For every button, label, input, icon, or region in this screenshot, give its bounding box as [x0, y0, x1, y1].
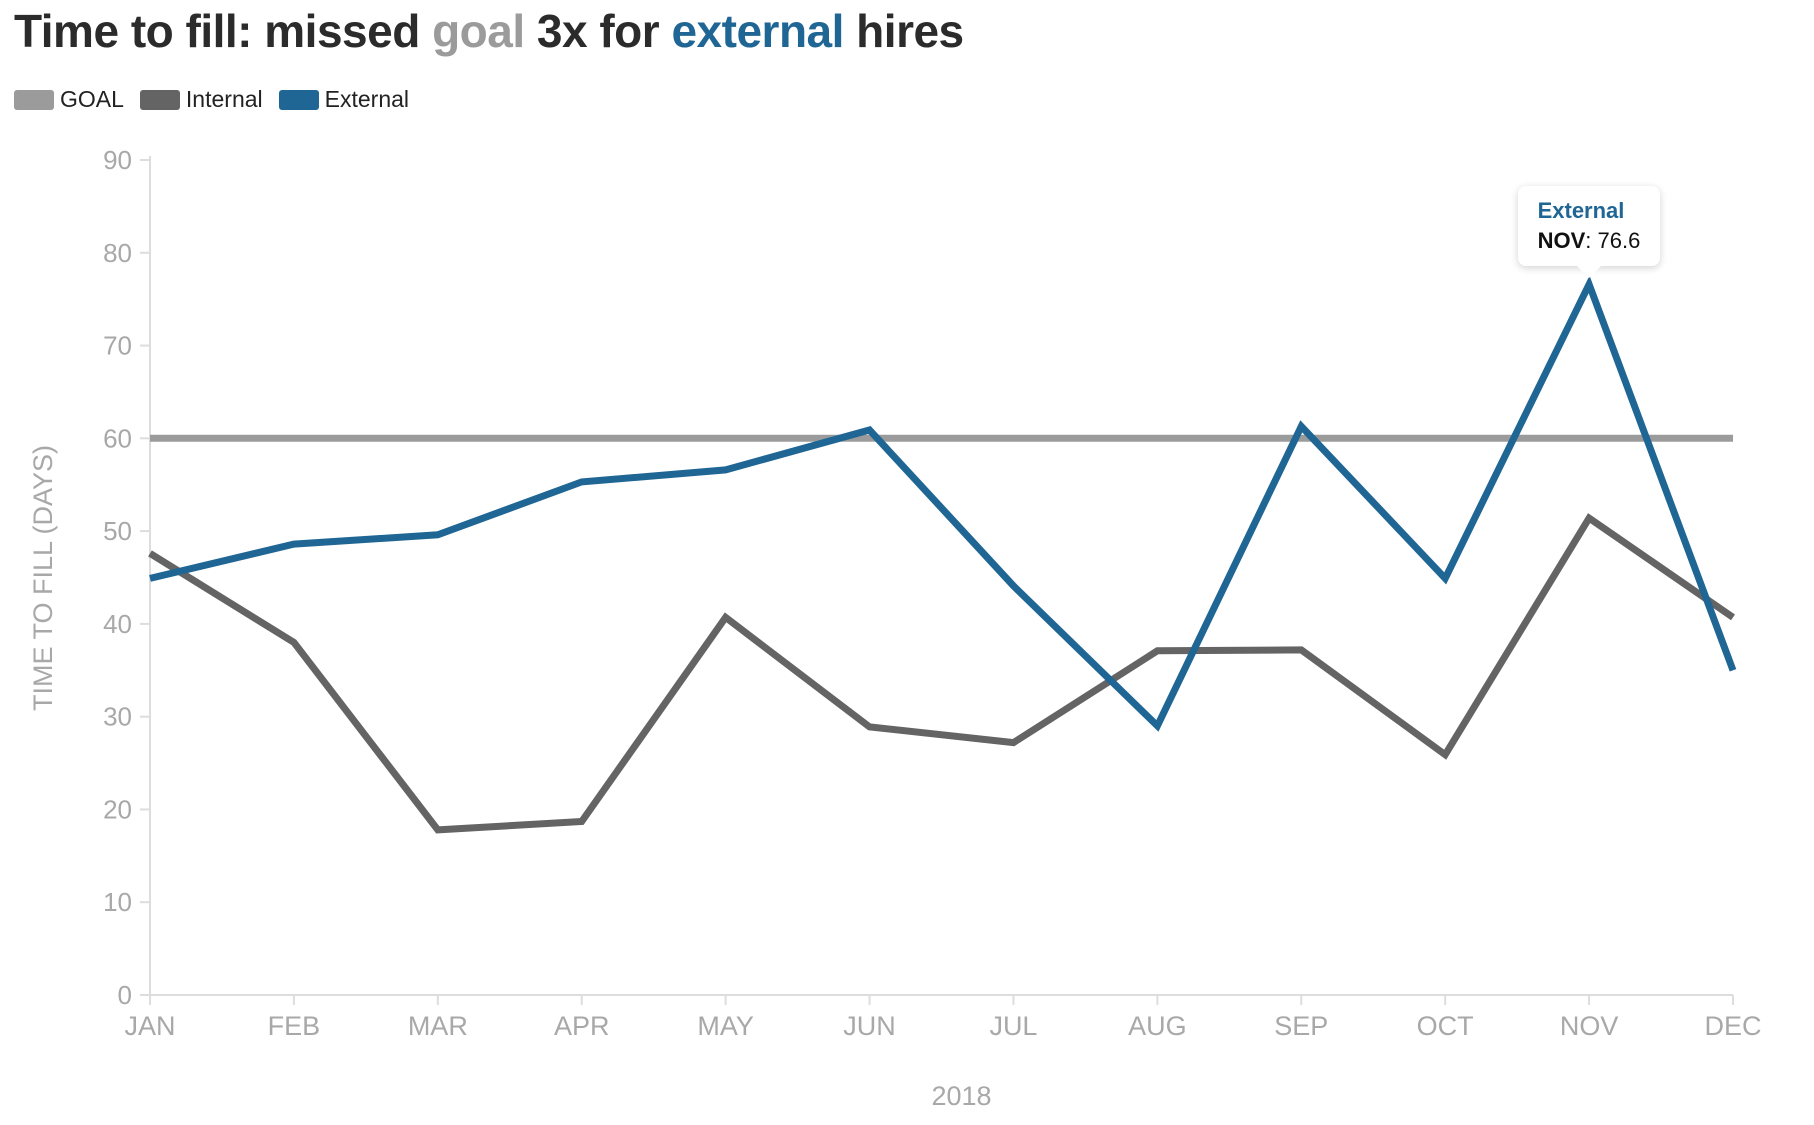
x-tick-label: MAY [697, 1011, 754, 1041]
legend-item-external[interactable]: External [278, 86, 410, 113]
tooltip: External NOV: 76.6 [1517, 186, 1661, 279]
tooltip-value: : 76.6 [1585, 228, 1641, 254]
tooltip-month: NOV [1537, 228, 1586, 254]
title-goal-word: goal [432, 5, 525, 57]
legend-label-goal: GOAL [60, 86, 124, 112]
legend: GOAL Internal External [14, 86, 425, 113]
series-line-internal [148, 513, 1735, 834]
title-part1: Time to fill: missed [14, 5, 433, 57]
y-tick-label: 70 [103, 331, 132, 361]
y-tick-label: 0 [118, 980, 132, 1010]
legend-swatch-external [278, 89, 319, 110]
y-tick-label: 60 [103, 423, 132, 453]
x-tick-label: JUL [989, 1011, 1037, 1041]
x-tick-label: DEC [1704, 1011, 1761, 1041]
x-tick-label: FEB [268, 1011, 321, 1041]
y-axis-title: TIME TO FILL (DAYS) [28, 445, 58, 711]
x-tick-label: APR [554, 1011, 610, 1041]
x-tick-label: SEP [1274, 1011, 1328, 1041]
y-tick-label: 50 [103, 516, 132, 546]
y-tick-label: 90 [103, 145, 132, 175]
x-tick-label: AUG [1128, 1011, 1187, 1041]
y-tick-label: 10 [103, 887, 132, 917]
y-tick-label: 80 [103, 238, 132, 268]
x-tick-label: OCT [1417, 1011, 1474, 1041]
legend-item-internal[interactable]: Internal [139, 86, 263, 113]
y-tick-label: 40 [103, 609, 132, 639]
tooltip-series: External [1537, 198, 1625, 224]
y-tick-label: 20 [103, 794, 132, 824]
legend-label-internal: Internal [185, 86, 263, 112]
x-axis-title: 2018 [931, 1081, 991, 1111]
legend-item-goal[interactable]: GOAL [14, 86, 124, 113]
x-tick-label: JUN [843, 1011, 896, 1041]
x-tick-label: JAN [124, 1011, 175, 1041]
series-line-external [149, 275, 1737, 732]
chart-title: Time to fill: missed goal 3x for externa… [14, 4, 964, 58]
legend-label-external: External [324, 86, 410, 112]
title-external-word: external [671, 5, 844, 57]
x-tick-label: MAR [408, 1011, 468, 1041]
y-tick-label: 30 [103, 702, 132, 732]
legend-swatch-goal [14, 89, 54, 110]
title-part2: 3x for [524, 5, 672, 57]
x-tick-label: NOV [1560, 1011, 1619, 1041]
legend-swatch-internal [139, 89, 180, 110]
title-part3: hires [843, 5, 964, 57]
